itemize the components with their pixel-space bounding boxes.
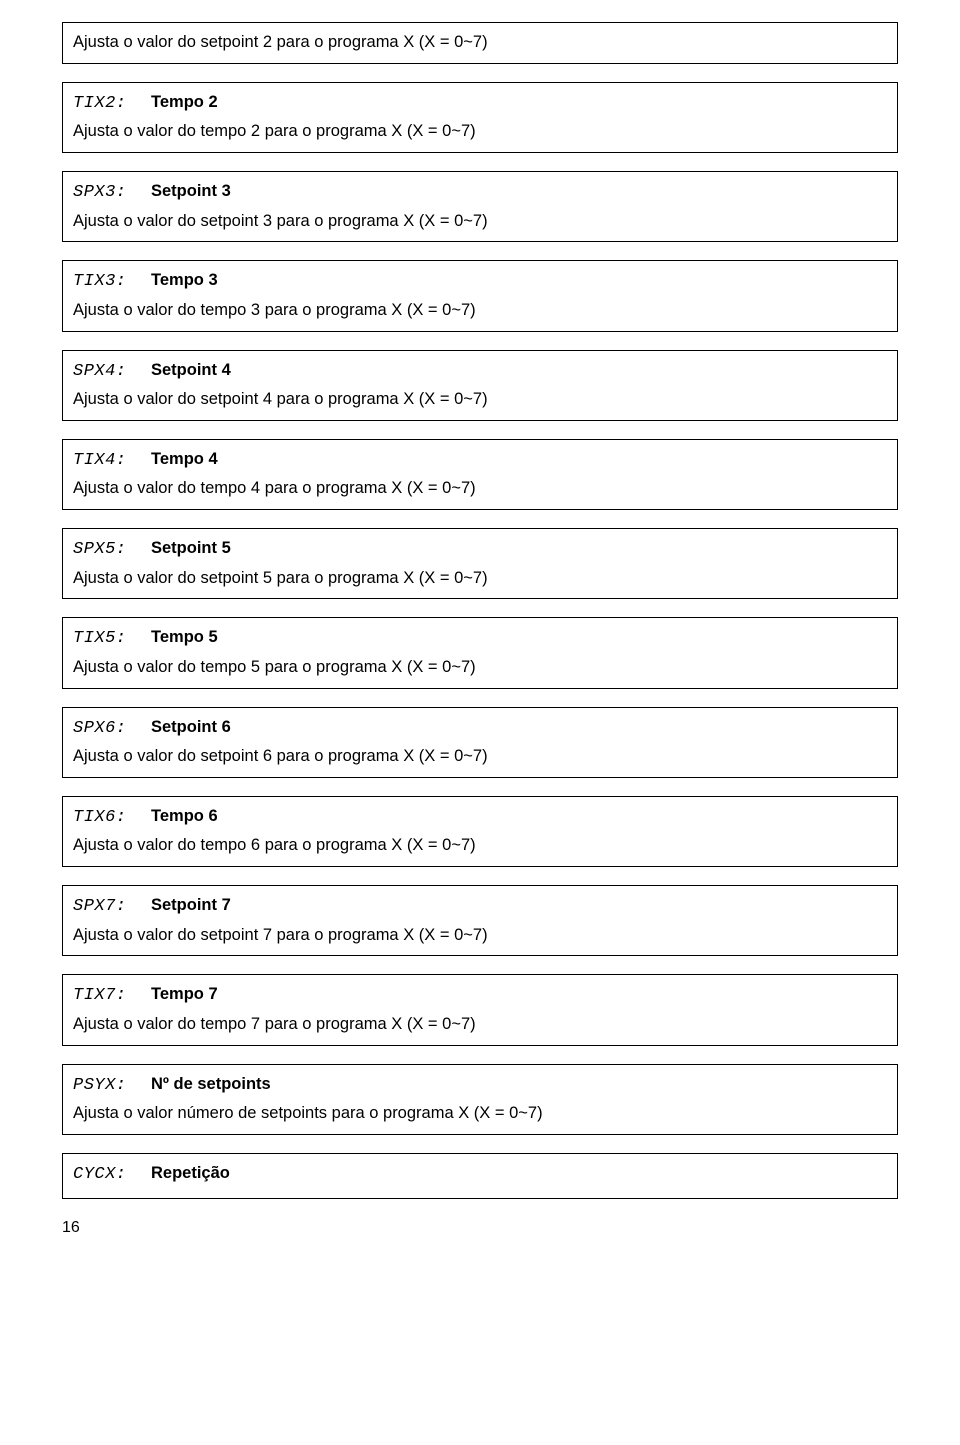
- param-description: Ajusta o valor do tempo 2 para o program…: [73, 119, 887, 144]
- param-label: Tempo 7: [151, 982, 218, 1007]
- param-box: TIX2:Tempo 2Ajusta o valor do tempo 2 pa…: [62, 82, 898, 153]
- param-code: TIX4:: [73, 448, 151, 474]
- param-description: Ajusta o valor do setpoint 2 para o prog…: [73, 30, 887, 55]
- param-description: Ajusta o valor do tempo 6 para o program…: [73, 833, 887, 858]
- param-code: TIX2:: [73, 91, 151, 117]
- param-label: Tempo 4: [151, 447, 218, 472]
- param-description: Ajusta o valor do setpoint 5 para o prog…: [73, 566, 887, 591]
- param-box: Ajusta o valor do setpoint 2 para o prog…: [62, 22, 898, 64]
- param-box: SPX7:Setpoint 7 Ajusta o valor do setpoin…: [62, 885, 898, 956]
- param-box: TIX3:Tempo 3 Ajusta o valor do tempo 3 pa…: [62, 260, 898, 331]
- param-box: TIX7:Tempo 7 Ajusta o valor do tempo 7 pa…: [62, 974, 898, 1045]
- param-description: Ajusta o valor do tempo 4 para o program…: [73, 476, 887, 501]
- param-box: TIX5:Tempo 5 Ajusta o valor do tempo 5 pa…: [62, 617, 898, 688]
- param-code: PSYX:: [73, 1073, 151, 1099]
- param-label: Tempo 2: [151, 90, 218, 115]
- param-code: TIX5:: [73, 626, 151, 652]
- param-label: Tempo 6: [151, 804, 218, 829]
- param-description: Ajusta o valor do tempo 3 para o program…: [73, 298, 887, 323]
- param-header: SPX7:Setpoint 7: [73, 893, 887, 920]
- param-label: Setpoint 6: [151, 715, 231, 740]
- param-code: TIX3:: [73, 269, 151, 295]
- param-label: Nº de setpoints: [151, 1072, 271, 1097]
- param-header: TIX5:Tempo 5: [73, 625, 887, 652]
- param-header: PSYX:Nº de setpoints: [73, 1072, 887, 1099]
- param-header: TIX2:Tempo 2: [73, 90, 887, 117]
- param-description: Ajusta o valor número de setpoints para …: [73, 1101, 887, 1126]
- param-label: Tempo 5: [151, 625, 218, 650]
- param-box: CYCX:Repetição: [62, 1153, 898, 1200]
- blocks-container: Ajusta o valor do setpoint 2 para o prog…: [62, 22, 898, 1199]
- param-code: TIX7:: [73, 983, 151, 1009]
- param-box: SPX4:Setpoint 4Ajusta o valor do setpoin…: [62, 350, 898, 421]
- param-code: SPX4:: [73, 359, 151, 385]
- param-box: PSYX:Nº de setpointsAjusta o valor númer…: [62, 1064, 898, 1135]
- param-header: TIX4:Tempo 4: [73, 447, 887, 474]
- param-label: Tempo 3: [151, 268, 218, 293]
- param-header: SPX5:Setpoint 5: [73, 536, 887, 563]
- param-box: SPX6:Setpoint 6Ajusta o valor do setpoin…: [62, 707, 898, 778]
- param-box: SPX5:Setpoint 5 Ajusta o valor do setpoin…: [62, 528, 898, 599]
- param-label: Setpoint 7: [151, 893, 231, 918]
- param-description: Ajusta o valor do tempo 7 para o program…: [73, 1012, 887, 1037]
- param-header: TIX6:Tempo 6: [73, 804, 887, 831]
- param-label: Repetição: [151, 1161, 230, 1186]
- param-code: SPX6:: [73, 716, 151, 742]
- param-code: CYCX:: [73, 1162, 151, 1188]
- param-label: Setpoint 5: [151, 536, 231, 561]
- param-header: SPX6:Setpoint 6: [73, 715, 887, 742]
- param-description: Ajusta o valor do tempo 5 para o program…: [73, 655, 887, 680]
- param-label: Setpoint 4: [151, 358, 231, 383]
- page-number: 16: [62, 1219, 898, 1237]
- param-description: Ajusta o valor do setpoint 3 para o prog…: [73, 209, 887, 234]
- param-header: SPX3:Setpoint 3: [73, 179, 887, 206]
- param-description: Ajusta o valor do setpoint 7 para o prog…: [73, 923, 887, 948]
- param-code: SPX3:: [73, 180, 151, 206]
- param-description: Ajusta o valor do setpoint 6 para o prog…: [73, 744, 887, 769]
- param-box: TIX6:Tempo 6Ajusta o valor do tempo 6 pa…: [62, 796, 898, 867]
- param-code: SPX7:: [73, 894, 151, 920]
- param-description: Ajusta o valor do setpoint 4 para o prog…: [73, 387, 887, 412]
- param-label: Setpoint 3: [151, 179, 231, 204]
- param-box: SPX3:Setpoint 3 Ajusta o valor do setpoin…: [62, 171, 898, 242]
- param-header: TIX7:Tempo 7: [73, 982, 887, 1009]
- param-box: TIX4:Tempo 4Ajusta o valor do tempo 4 pa…: [62, 439, 898, 510]
- page-container: Ajusta o valor do setpoint 2 para o prog…: [0, 0, 960, 1277]
- param-header: CYCX:Repetição: [73, 1161, 887, 1188]
- param-code: SPX5:: [73, 537, 151, 563]
- param-code: TIX6:: [73, 805, 151, 831]
- param-header: TIX3:Tempo 3: [73, 268, 887, 295]
- param-header: SPX4:Setpoint 4: [73, 358, 887, 385]
